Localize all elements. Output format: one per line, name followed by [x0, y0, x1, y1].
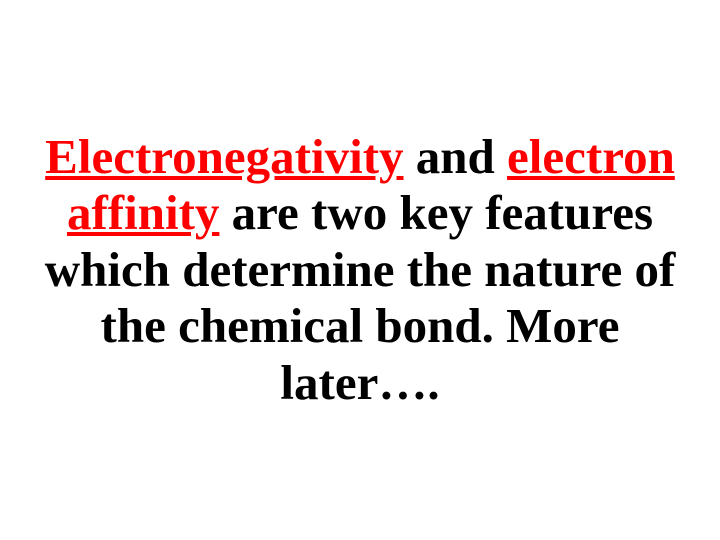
term-electronegativity: Electronegativity	[45, 129, 403, 184]
slide-text-block: Electronegativity and electron affinity …	[0, 109, 720, 431]
connector-and: and	[404, 129, 508, 184]
